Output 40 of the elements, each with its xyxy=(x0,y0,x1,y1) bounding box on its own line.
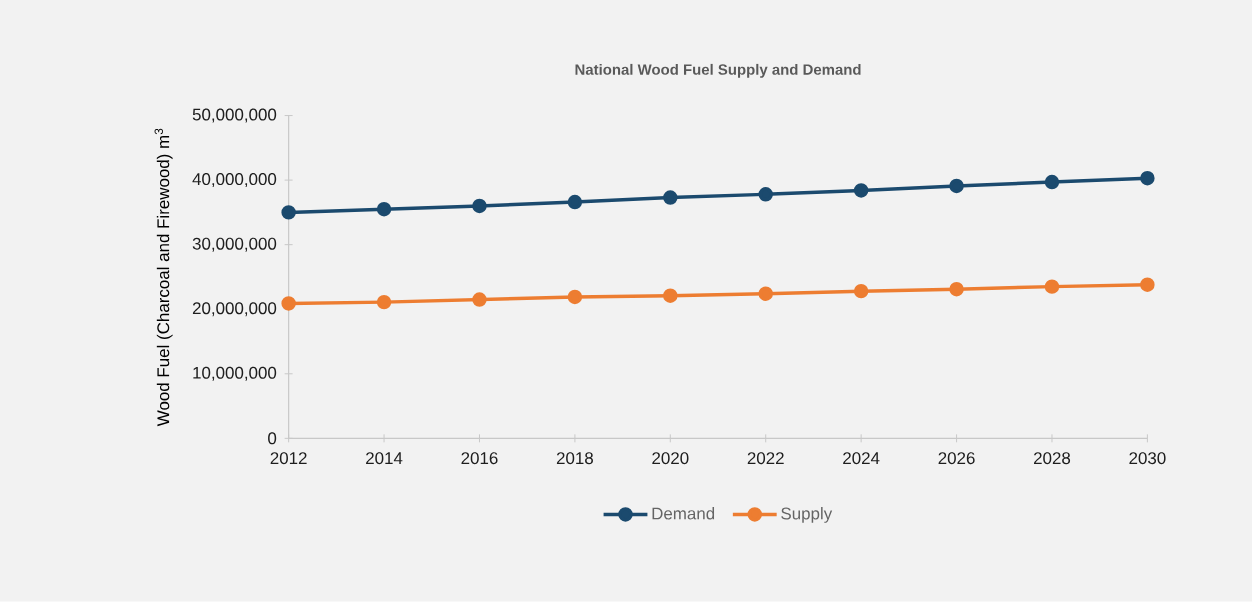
point xyxy=(1140,277,1155,293)
x-tick-label: 2014 xyxy=(366,452,403,465)
x-tick-label: 2030 xyxy=(1129,452,1166,465)
point xyxy=(1140,171,1155,186)
point xyxy=(281,205,296,220)
point xyxy=(472,292,487,307)
point xyxy=(949,178,964,194)
point xyxy=(1044,174,1060,190)
y-axis-title: Wood Fuel (Charcoal and Firewood) m$^{3}$ xyxy=(154,128,173,427)
x-tick-label: 2012 xyxy=(270,452,307,465)
point xyxy=(663,190,678,205)
point xyxy=(567,289,583,305)
chart-title: National Wood Fuel Supply and Demand xyxy=(575,64,861,78)
legend-label: Supply xyxy=(781,507,833,523)
x-tick-label: 2028 xyxy=(1034,452,1071,465)
y-tick-label: 50,000,000 xyxy=(192,108,277,123)
legend-label: Demand xyxy=(652,507,715,520)
y-tick-label: 10,000,000 xyxy=(193,366,277,381)
point xyxy=(758,286,773,302)
point xyxy=(853,284,869,299)
point xyxy=(853,183,869,198)
x-tick-label: 2026 xyxy=(938,452,975,465)
x-tick-label: 2022 xyxy=(747,452,784,465)
point xyxy=(376,202,392,217)
point xyxy=(758,187,773,202)
x-tick-label: 2020 xyxy=(652,452,689,465)
point xyxy=(472,198,487,214)
x-tick-label: 2024 xyxy=(843,452,880,465)
y-tick-label: 0 xyxy=(268,432,277,445)
point xyxy=(567,194,583,210)
y-tick-label: 20,000,000 xyxy=(192,302,277,317)
point xyxy=(281,296,296,311)
y-tick-label: 40,000,000 xyxy=(192,173,277,188)
point xyxy=(663,288,678,304)
point xyxy=(949,282,964,297)
x-tick-label: 2018 xyxy=(556,452,593,465)
x-tick-label: 2016 xyxy=(461,452,498,465)
y-tick-label: 30,000,000 xyxy=(192,237,277,252)
point xyxy=(1044,279,1060,294)
point xyxy=(376,295,392,310)
